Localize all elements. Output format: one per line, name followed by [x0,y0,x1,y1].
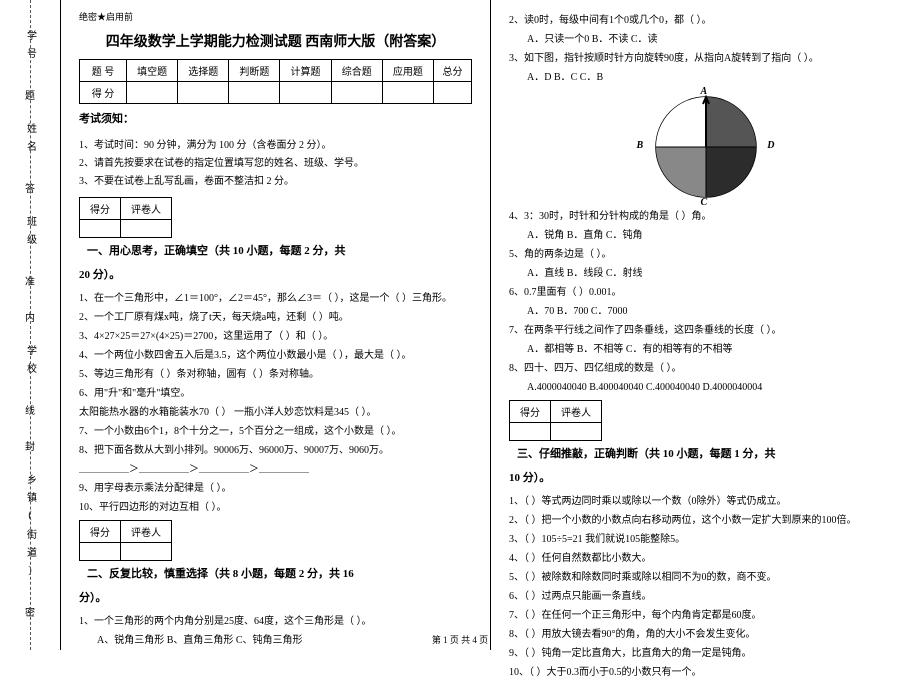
question-options: A．D B．C C．B [509,69,902,86]
section-1-title: 一、用心思考，正确填空（共 10 小题，每题 2 分，共 [87,245,346,257]
compass-figure: A B C D [509,92,902,202]
question: ＿＿＿＿＿＞＿＿＿＿＿＞＿＿＿＿＿＞＿＿＿＿＿ [79,461,472,478]
question: 3、4×27×25＝27×(4×25)＝2700，这里运用了（ ）和（ ）。 [79,328,472,345]
grader-table: 得分评卷人 [79,520,172,561]
question: 10、平行四边形的对边互相（ ）。 [79,499,472,516]
question: 7、在两条平行线之间作了四条垂线，这四条垂线的长度（ ）。 [509,322,902,339]
question-options: A．只读一个0 B．不读 C．读 [509,31,902,48]
question: 7、（ ）在任何一个正三角形中，每个内角肯定都是60度。 [509,607,902,624]
question: 9、用字母表示乘法分配律是（ ）。 [79,480,472,497]
notice-item: 2、请首先按要求在试卷的指定位置填写您的姓名、班级、学号。 [79,154,472,169]
notice-heading: 考试须知： [79,110,472,126]
label-c: C [701,197,708,208]
label-b: B [637,140,644,151]
right-column: 2、读0时，每级中间有1个0或几个0，都（ ）。 A．只读一个0 B．不读 C．… [490,0,920,650]
question: 1、（ ）等式两边同时乘以或除以一个数（0除外）等式仍成立。 [509,493,902,510]
question: 2、（ ）把一个小数的小数点向右移动两位，这个小数一定扩大到原来的100倍。 [509,512,902,529]
question: 7、一个小数由6个1，8个十分之一，5个百分之一组成，这个小数是（ ）。 [79,423,472,440]
section-3-cont: 10 分）。 [509,469,902,485]
question: 4、（ ）任何自然数都比小数大。 [509,550,902,567]
question: 5、等边三角形有（ ）条对称轴，圆有（ ）条对称轴。 [79,366,472,383]
label-d: D [767,140,774,151]
question-options: A．直线 B．线段 C．射线 [509,265,902,282]
question: 6、用"升"和"毫升"填空。 [79,385,472,402]
label-a: A [701,86,708,97]
question: 4、一个两位小数四舍五入后是3.5，这个两位小数最小是（ ），最大是（ ）。 [79,347,472,364]
question: 3、（ ）105÷5=21 我们就说105能整除5。 [509,531,902,548]
question-options: A．70 B．700 C．7000 [509,303,902,320]
question: 4、3：30时，时针和分针构成的角是（ ）角。 [509,208,902,225]
question: 8、四十、四万、四亿组成的数是（ ）。 [509,360,902,377]
question: 5、角的两条边是（ ）。 [509,246,902,263]
question: 6、（ ）过两点只能画一条直线。 [509,588,902,605]
notice-item: 1、考试时间：90 分钟，满分为 100 分（含卷面分 2 分）。 [79,136,472,151]
score-table: 题 号填空题选择题判断题计算题综合题应用题总分 得 分 [79,59,472,104]
question: 2、读0时，每级中间有1个0或几个0，都（ ）。 [509,12,902,29]
question: 1、一个三角形的两个内角分别是25度、64度，这个三角形是（ ）。 [79,613,472,630]
compass-icon [651,92,761,202]
question-options: A．都相等 B．不相等 C．有的相等有的不相等 [509,341,902,358]
question: 2、一个工厂原有煤x吨，烧了t天，每天烧a吨，还剩（ ）吨。 [79,309,472,326]
section-1-cont: 20 分）。 [79,266,472,282]
question: 9、（ ）钝角一定比直角大，比直角大的角一定是钝角。 [509,645,902,662]
question-options: A.4000040040 B.400040040 C.400040040 D.4… [509,379,902,396]
question: 10、（ ）大于0.3而小于0.5的小数只有一个。 [509,664,902,681]
notice-item: 3、不要在试卷上乱写乱画，卷面不整洁扣 2 分。 [79,172,472,187]
binding-margin: 学号 题 姓名 答 班级 准 内 学校 线 封 乡镇(街道) 密 [0,0,61,650]
section-2-cont: 分）。 [79,589,472,605]
page-footer: 第 1 页 共 4 页 [0,633,920,646]
section-2-title: 二、反复比较，慎重选择（共 8 小题，每题 2 分，共 16 [87,568,354,580]
question-options: A．锐角 B．直角 C．钝角 [509,227,902,244]
question: 3、如下图，指针按顺时针方向旋转90度，从指向A旋转到了指向（ ）。 [509,50,902,67]
question: 6、0.7里面有（ ）0.001。 [509,284,902,301]
section-3-title: 三、仔细推敲，正确判断（共 10 小题，每题 1 分，共 [517,448,776,460]
grader-table: 得分评卷人 [79,197,172,238]
notice-list: 1、考试时间：90 分钟，满分为 100 分（含卷面分 2 分）。 2、请首先按… [79,136,472,187]
secret-label: 绝密★启用前 [79,10,472,23]
question: 8、把下面各数从大到小排列。90006万、96000万、90007万、9060万… [79,442,472,459]
exam-title: 四年级数学上学期能力检测试题 西南师大版（附答案） [79,31,472,51]
question: 太阳能热水器的水箱能装水70（ ） 一瓶小洋人妙恋饮料是345（ ）。 [79,404,472,421]
left-column: 绝密★启用前 四年级数学上学期能力检测试题 西南师大版（附答案） 题 号填空题选… [61,0,490,650]
question: 1、在一个三角形中，∠1＝100°，∠2＝45°，那么∠3＝（ ），这是一个（ … [79,290,472,307]
grader-table: 得分评卷人 [509,400,602,441]
question: 5、（ ）被除数和除数同时乘或除以相同不为0的数，商不变。 [509,569,902,586]
